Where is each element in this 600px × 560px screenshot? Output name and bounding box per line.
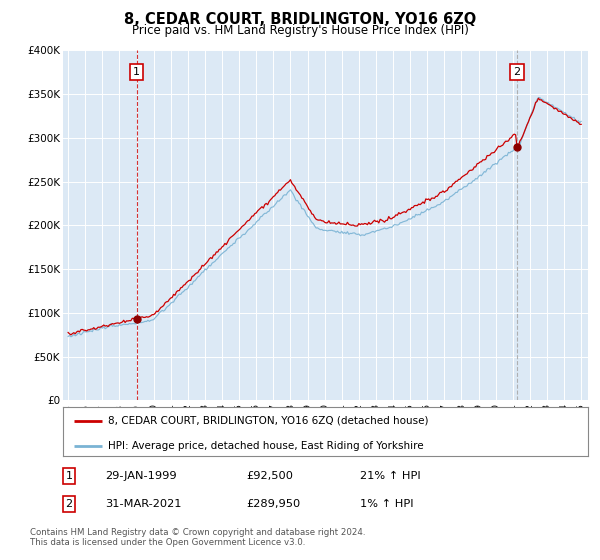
Text: HPI: Average price, detached house, East Riding of Yorkshire: HPI: Average price, detached house, East…: [107, 441, 423, 451]
Text: 21% ↑ HPI: 21% ↑ HPI: [360, 471, 421, 481]
Text: 29-JAN-1999: 29-JAN-1999: [105, 471, 176, 481]
Text: 1% ↑ HPI: 1% ↑ HPI: [360, 499, 413, 509]
Text: £92,500: £92,500: [246, 471, 293, 481]
Text: 31-MAR-2021: 31-MAR-2021: [105, 499, 182, 509]
Text: 2: 2: [514, 67, 521, 77]
Text: 8, CEDAR COURT, BRIDLINGTON, YO16 6ZQ: 8, CEDAR COURT, BRIDLINGTON, YO16 6ZQ: [124, 12, 476, 27]
Text: 8, CEDAR COURT, BRIDLINGTON, YO16 6ZQ (detached house): 8, CEDAR COURT, BRIDLINGTON, YO16 6ZQ (d…: [107, 416, 428, 426]
Text: Contains HM Land Registry data © Crown copyright and database right 2024.
This d: Contains HM Land Registry data © Crown c…: [30, 528, 365, 547]
Text: Price paid vs. HM Land Registry's House Price Index (HPI): Price paid vs. HM Land Registry's House …: [131, 24, 469, 37]
Text: 1: 1: [65, 471, 73, 481]
Text: £289,950: £289,950: [246, 499, 300, 509]
Text: 2: 2: [65, 499, 73, 509]
Text: 1: 1: [133, 67, 140, 77]
